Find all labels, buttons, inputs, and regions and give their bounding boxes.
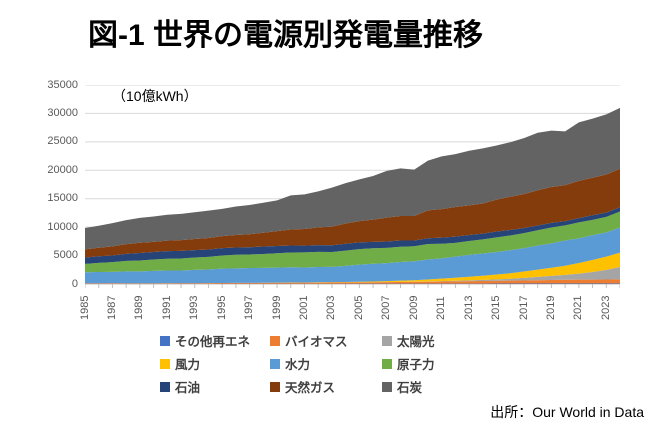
legend-swatch-icon: [270, 335, 280, 346]
legend-label: バイオマス: [285, 335, 348, 349]
legend-swatch-icon: [270, 381, 280, 392]
legend-label: 風力: [175, 358, 201, 372]
x-axis-label-2015: 2015: [490, 295, 502, 320]
area-series-原子力: [85, 211, 620, 273]
legend-swatch-icon: [160, 358, 170, 369]
legend-swatch-icon: [382, 381, 392, 392]
legend-swatch-icon: [382, 335, 392, 346]
legend-item-太陽光: 太陽光: [382, 334, 502, 349]
legend-label: 石油: [175, 381, 201, 395]
x-axis-label-2023: 2023: [599, 295, 612, 320]
y-axis-label-35000: 35000: [47, 78, 78, 91]
x-axis-label-1989: 1989: [133, 295, 146, 320]
x-axis-label-1999: 1999: [270, 295, 283, 320]
y-axis-label-20000: 20000: [47, 163, 78, 176]
legend-swatch-icon: [382, 358, 392, 369]
area-series-風力: [85, 252, 620, 284]
legend-label: 水力: [285, 358, 311, 372]
legend-item-バイオマス: バイオマス: [270, 334, 382, 349]
area-series-石炭: [85, 107, 620, 250]
legend-item-石油: 石油: [160, 380, 270, 395]
legend-swatch-icon: [160, 381, 170, 392]
y-axis-label-30000: 30000: [47, 106, 78, 119]
y-axis-unit-label: （10億kWh）: [112, 88, 198, 104]
chart-title: 図-1 世界の電源別発電量推移: [88, 19, 484, 52]
area-series-天然ガス: [85, 168, 620, 258]
legend-label: 石炭: [397, 381, 423, 395]
x-axis-label-1991: 1991: [160, 295, 173, 320]
y-axis-label-5000: 5000: [53, 249, 78, 262]
x-axis-label-2017: 2017: [517, 295, 530, 320]
legend-item-風力: 風力: [160, 357, 270, 372]
stacked-area-plot: [85, 85, 620, 288]
legend-item-天然ガス: 天然ガス: [270, 380, 382, 395]
legend-item-水力: 水力: [270, 357, 382, 372]
x-axis-label-1995: 1995: [215, 295, 228, 320]
y-axis-label-15000: 15000: [47, 192, 78, 205]
legend: その他再エネ バイオマス 太陽光風力 水力 原子力石油 天然ガス 石炭: [160, 334, 520, 395]
y-axis-label-25000: 25000: [47, 135, 78, 148]
x-axis-label-2011: 2011: [435, 296, 448, 320]
legend-label: その他再エネ: [175, 335, 251, 349]
area-series-その他再エネ: [85, 283, 620, 284]
x-axis-label-1997: 1997: [243, 295, 256, 320]
legend-swatch-icon: [160, 335, 170, 346]
area-series-石油: [85, 207, 620, 264]
y-axis-label-10000: 10000: [47, 220, 78, 233]
x-axis-label-2001: 2001: [298, 295, 310, 320]
x-axis-label-2005: 2005: [352, 295, 365, 320]
legend-item-石炭: 石炭: [382, 380, 502, 395]
x-axis-label-1993: 1993: [188, 295, 201, 320]
x-axis-label-1985: 1985: [78, 295, 91, 320]
legend-label: 太陽光: [397, 335, 435, 349]
legend-item-その他再エネ: その他再エネ: [160, 334, 270, 349]
x-axis-label-2009: 2009: [407, 295, 420, 320]
x-axis-label-2019: 2019: [544, 295, 557, 320]
y-axis-label-0: 0: [71, 277, 78, 290]
x-axis-label-2021: 2021: [572, 295, 585, 320]
source-note: 出所：Our World in Data: [490, 404, 644, 420]
legend-swatch-icon: [270, 358, 280, 369]
x-axis-label-2003: 2003: [325, 295, 338, 320]
area-series-水力: [85, 227, 620, 284]
legend-label: 天然ガス: [285, 381, 336, 395]
x-axis-label-2007: 2007: [380, 295, 393, 320]
x-axis-label-2013: 2013: [462, 295, 475, 320]
x-axis-label-1987: 1987: [105, 295, 118, 320]
legend-item-原子力: 原子力: [382, 357, 502, 372]
area-series-バイオマス: [85, 279, 620, 284]
legend-label: 原子力: [397, 358, 435, 372]
